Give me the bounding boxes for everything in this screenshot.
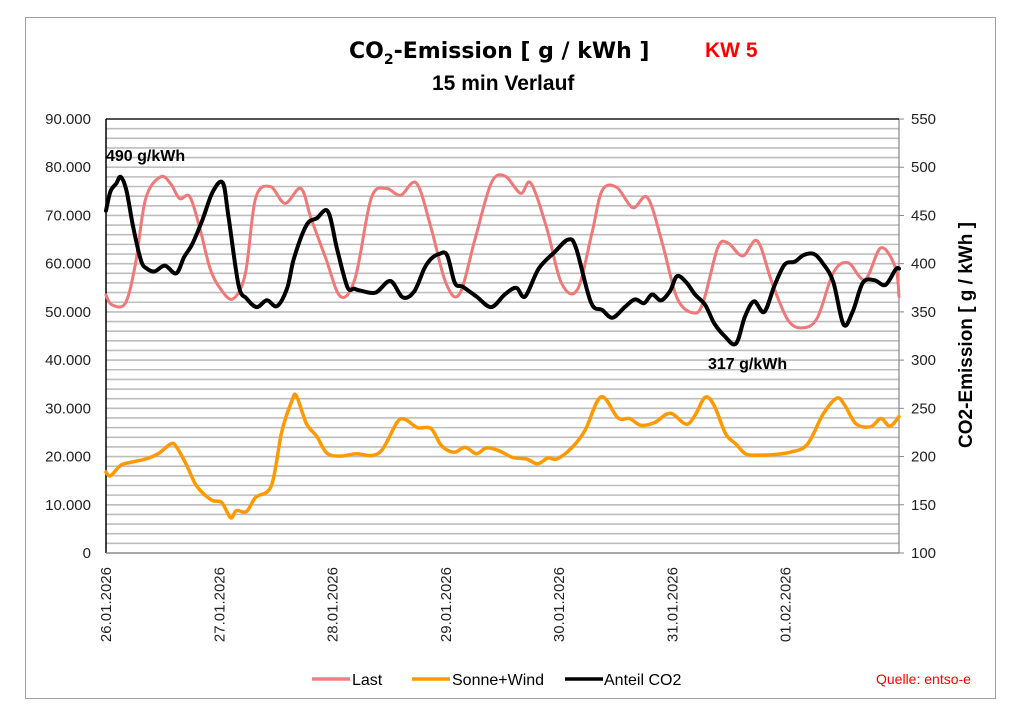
series-line-last bbox=[104, 173, 901, 330]
x-axis-ticks: 26.01.2026 27.01.2026 28.01.2026 29.01.2026… bbox=[98, 567, 795, 642]
right-tick-label: 300 bbox=[911, 352, 936, 369]
left-tick-label: 60.000 bbox=[45, 256, 91, 273]
legend-label-sonne-wind: Sonne+Wind bbox=[452, 672, 544, 689]
right-tick-label: 450 bbox=[911, 207, 936, 224]
left-axis-ticks: 0 10.000 20.000 30.000 40.000 50.000 60.000 70.… bbox=[45, 111, 91, 562]
left-tick-label: 70.000 bbox=[45, 207, 91, 224]
right-axis-label: CO2-Emission [ g / kWh ] bbox=[956, 222, 977, 448]
series-line-sonne-wind bbox=[104, 392, 901, 520]
left-tick-label: 10.000 bbox=[45, 497, 91, 514]
annotation-max: 490 g/kWh bbox=[106, 148, 185, 165]
x-tick-label: 26.01.2026 bbox=[98, 567, 115, 642]
right-tick-label: 350 bbox=[911, 304, 936, 321]
source-label: Quelle: entso-e bbox=[876, 671, 971, 687]
legend-label-last: Last bbox=[352, 672, 383, 689]
right-tick-label: 500 bbox=[911, 159, 936, 176]
right-tick-label: 200 bbox=[911, 449, 936, 466]
axes bbox=[105, 118, 900, 554]
left-tick-label: 40.000 bbox=[45, 352, 91, 369]
chart-subtitle: 15 min Verlauf bbox=[432, 72, 575, 95]
legend: Last Sonne+Wind Anteil CO2 bbox=[312, 672, 681, 689]
chart-frame bbox=[25, 17, 996, 699]
right-tick-label: 250 bbox=[911, 400, 936, 417]
left-tick-label: 80.000 bbox=[45, 159, 91, 176]
left-tick-label: 20.000 bbox=[45, 449, 91, 466]
x-tick-label: 27.01.2026 bbox=[211, 567, 228, 642]
series-line-anteil-co2 bbox=[104, 174, 901, 347]
right-tick-label: 150 bbox=[911, 497, 936, 514]
x-tick-label: 31.01.2026 bbox=[664, 567, 681, 642]
legend-label-anteil-co2: Anteil CO2 bbox=[604, 672, 681, 689]
annotation-min: 317 g/kWh bbox=[708, 356, 787, 373]
week-label: KW 5 bbox=[705, 39, 758, 62]
left-tick-label: 50.000 bbox=[45, 304, 91, 321]
left-tick-label: 90.000 bbox=[45, 111, 91, 128]
x-tick-label: 30.01.2026 bbox=[551, 567, 568, 642]
left-tick-label: 0 bbox=[83, 545, 91, 562]
series-lines bbox=[104, 173, 901, 520]
x-tick-label: 01.02.2026 bbox=[778, 567, 795, 642]
right-axis-ticks: 100 150 200 250 300 350 400 450 500 550 bbox=[899, 111, 936, 562]
x-tick-label: 28.01.2026 bbox=[325, 567, 342, 642]
x-tick-label: 29.01.2026 bbox=[438, 567, 455, 642]
right-tick-label: 100 bbox=[911, 545, 936, 562]
chart-title: CO2-Emission [ g / kWh ] bbox=[349, 39, 650, 68]
right-tick-label: 400 bbox=[911, 256, 936, 273]
right-tick-label: 550 bbox=[911, 111, 936, 128]
left-tick-label: 30.000 bbox=[45, 400, 91, 417]
